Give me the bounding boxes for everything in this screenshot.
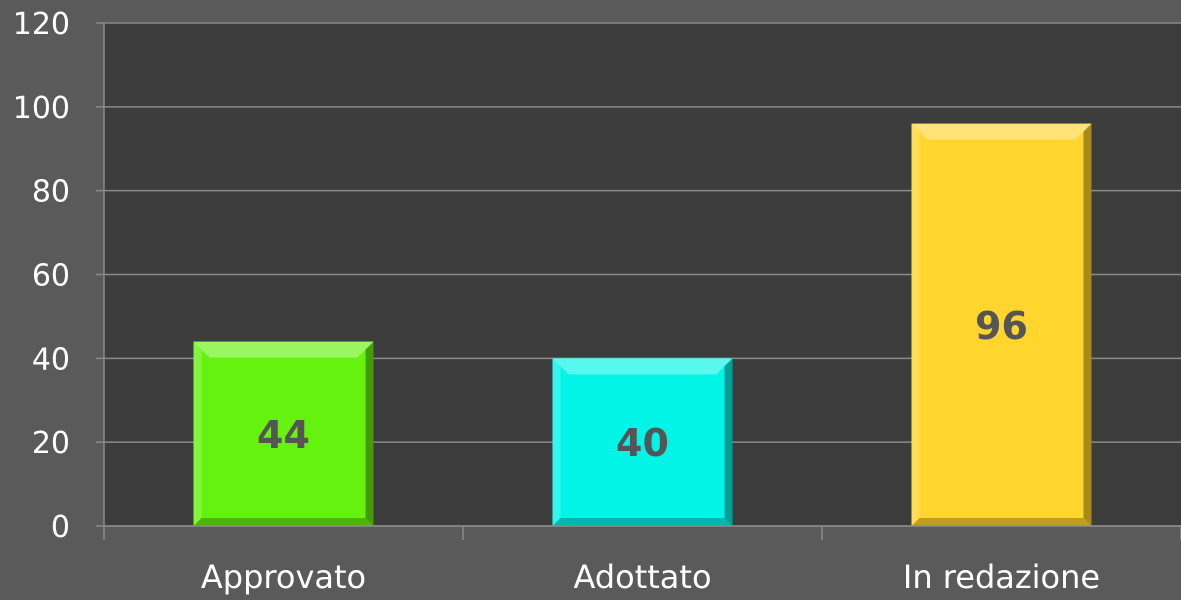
y-axis-ticks: 0 20 40 60 80 100 120 — [13, 7, 105, 545]
bar-bevel-left — [911, 123, 920, 526]
x-tick-label: In redazione — [903, 558, 1100, 596]
y-tick-label: 60 — [32, 259, 70, 294]
bar-bevel-right — [365, 341, 374, 526]
x-axis: Approvato Adottato In redazione — [103, 525, 1181, 596]
y-tick-label: 80 — [32, 175, 70, 210]
data-label: 44 — [257, 413, 310, 457]
bar: 40 — [552, 358, 733, 526]
bar-face — [193, 341, 374, 526]
bar: 96 — [911, 123, 1092, 526]
data-label: 96 — [975, 304, 1028, 348]
y-tick-label: 20 — [32, 426, 70, 461]
y-tick-label: 0 — [51, 510, 70, 545]
bar-bevel-top — [193, 341, 374, 358]
x-tick-label: Adottato — [573, 558, 711, 596]
bar-bevel-bottom — [552, 518, 733, 526]
bar-bevel-right — [1083, 123, 1092, 526]
bar-bevel-right — [724, 358, 733, 526]
bar: 44 — [193, 341, 374, 526]
bar-bevel-bottom — [193, 518, 374, 526]
y-tick-label: 120 — [13, 7, 70, 42]
y-tick-label: 100 — [13, 91, 70, 126]
bar-face — [552, 358, 733, 526]
bars: 44 40 96 — [193, 123, 1092, 526]
bar-face — [911, 123, 1092, 526]
bar-bevel-top — [911, 123, 1092, 140]
y-tick-label: 40 — [32, 342, 70, 377]
x-tick-label: Approvato — [201, 558, 366, 596]
bar-bevel-top — [552, 358, 733, 375]
bar-bevel-bottom — [911, 518, 1092, 526]
data-label: 40 — [616, 421, 669, 465]
bar-bevel-left — [193, 341, 202, 526]
bar-bevel-left — [552, 358, 561, 526]
